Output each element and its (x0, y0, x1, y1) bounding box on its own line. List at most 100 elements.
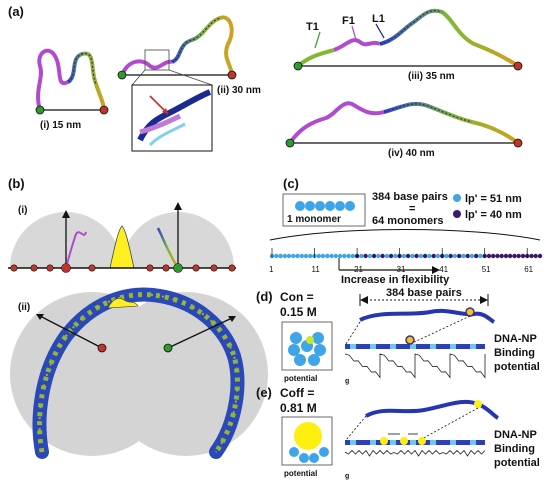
bp-line1: 384 base pairs (372, 191, 448, 203)
monomer-bead (405, 253, 411, 259)
monomer-bead (499, 253, 504, 259)
monomer-bead (418, 253, 424, 259)
anchor-points (10, 263, 236, 273)
monomer-bead (520, 253, 526, 259)
anchor-point (210, 264, 218, 272)
e-np-top (474, 400, 482, 408)
monomer-bead (367, 253, 372, 259)
monomer-bead (495, 253, 500, 259)
panel-c-label: (c) (283, 176, 299, 191)
bp-arrow-left (360, 296, 368, 304)
monomer-bead (299, 253, 304, 259)
bar-segment (370, 440, 376, 445)
d-np-bar (405, 335, 415, 345)
legend-light-dot (453, 194, 461, 202)
monomer-bead (333, 253, 338, 259)
monomer-bead (393, 253, 398, 259)
monomer-bead (350, 253, 355, 259)
chain-tick-label: 61 (524, 265, 533, 274)
dna-structure-i (35, 48, 109, 115)
sub-ii-label: (ii) 30 nm (217, 85, 261, 96)
monomer-bead (457, 253, 462, 259)
d-inset (281, 321, 333, 371)
monomer-box (282, 193, 366, 227)
monomer-bead (427, 253, 432, 259)
bp-arrow-right (480, 296, 488, 304)
monomer-bead (469, 253, 475, 259)
e-side-1: DNA-NP (494, 429, 537, 441)
flex-arrow-head (432, 266, 440, 274)
strand-label-f1: F1 (342, 15, 355, 27)
panel-b-sub-ii: (ii) (18, 302, 30, 313)
anchor-point (173, 263, 183, 273)
legend-dark-dot (453, 210, 461, 218)
monomer-chain (269, 253, 543, 259)
monomer-bead (286, 253, 292, 259)
con-line1: Con = (280, 290, 314, 304)
chain-tick-label: 41 (439, 265, 448, 274)
monomer-bead (329, 253, 334, 259)
anchor-point (228, 264, 236, 272)
monomer-bead (363, 253, 368, 259)
d-side-3: potential (494, 361, 540, 373)
bar-segment (410, 344, 416, 349)
bar-segment (470, 440, 476, 445)
e-side-2: Binding (494, 443, 535, 455)
monomer-bead (282, 253, 287, 259)
e-inset (281, 416, 333, 466)
monomer-bead (537, 253, 543, 259)
monomer-bead (295, 253, 300, 259)
monomer-bead (533, 253, 538, 259)
monomer-bead (486, 253, 492, 259)
chain-tick-label: 51 (482, 265, 491, 274)
panel-b-label: (b) (8, 176, 25, 191)
bp-line2: 64 monomers (372, 215, 444, 227)
sub-iii-label: (iii) 35 nm (408, 71, 455, 82)
e-potential-label: potential (284, 469, 317, 478)
d-side-1: DNA-NP (494, 333, 537, 345)
monomer-bead (431, 253, 436, 259)
monomer-bead (422, 253, 428, 259)
sub-i-label: (i) 15 nm (40, 120, 81, 131)
chain-tick-label: 11 (312, 265, 321, 274)
panel-b-sub-i: (i) (18, 205, 27, 216)
e-bar-segments (350, 440, 476, 445)
monomer-bead (529, 253, 534, 259)
e-np-bar-1 (380, 437, 388, 445)
monomer-bead (384, 253, 390, 259)
anchor-point (192, 264, 200, 272)
anchor-point (146, 264, 154, 272)
panel-a-label: (a) (8, 4, 24, 19)
flex-label: Increase in flexibility (341, 274, 450, 286)
bar-segment (470, 344, 476, 349)
monomer-bead (491, 253, 496, 259)
bar-segment (450, 344, 456, 349)
legend-dark: lp' = 40 nm (465, 209, 522, 221)
bar-segment (390, 440, 396, 445)
d-np-top (465, 307, 475, 317)
monomer-bead (291, 253, 296, 259)
monomer-bead (278, 253, 283, 259)
anchor-point (162, 264, 170, 272)
monomer-bead (508, 253, 513, 259)
d-dna-strand (359, 308, 496, 324)
monomer-bead (303, 253, 309, 259)
e-g-label: g (345, 473, 349, 480)
monomer-bead (478, 253, 483, 259)
chain-tick-label: 1 (269, 265, 274, 274)
d-side-2: Binding (494, 347, 535, 359)
bar-segment (350, 344, 356, 349)
bar-segment (390, 344, 396, 349)
e-side-3: potential (494, 457, 540, 469)
monomer-bead (388, 253, 394, 259)
monomer-bead (435, 253, 441, 259)
panel-e-label: (e) (256, 385, 272, 400)
bar-segment (410, 440, 416, 445)
monomer-bead (346, 253, 351, 259)
bracket-arc (269, 229, 541, 241)
monomer-bead (359, 253, 364, 259)
monomer-bead (342, 253, 347, 259)
bar-segment (450, 440, 456, 445)
